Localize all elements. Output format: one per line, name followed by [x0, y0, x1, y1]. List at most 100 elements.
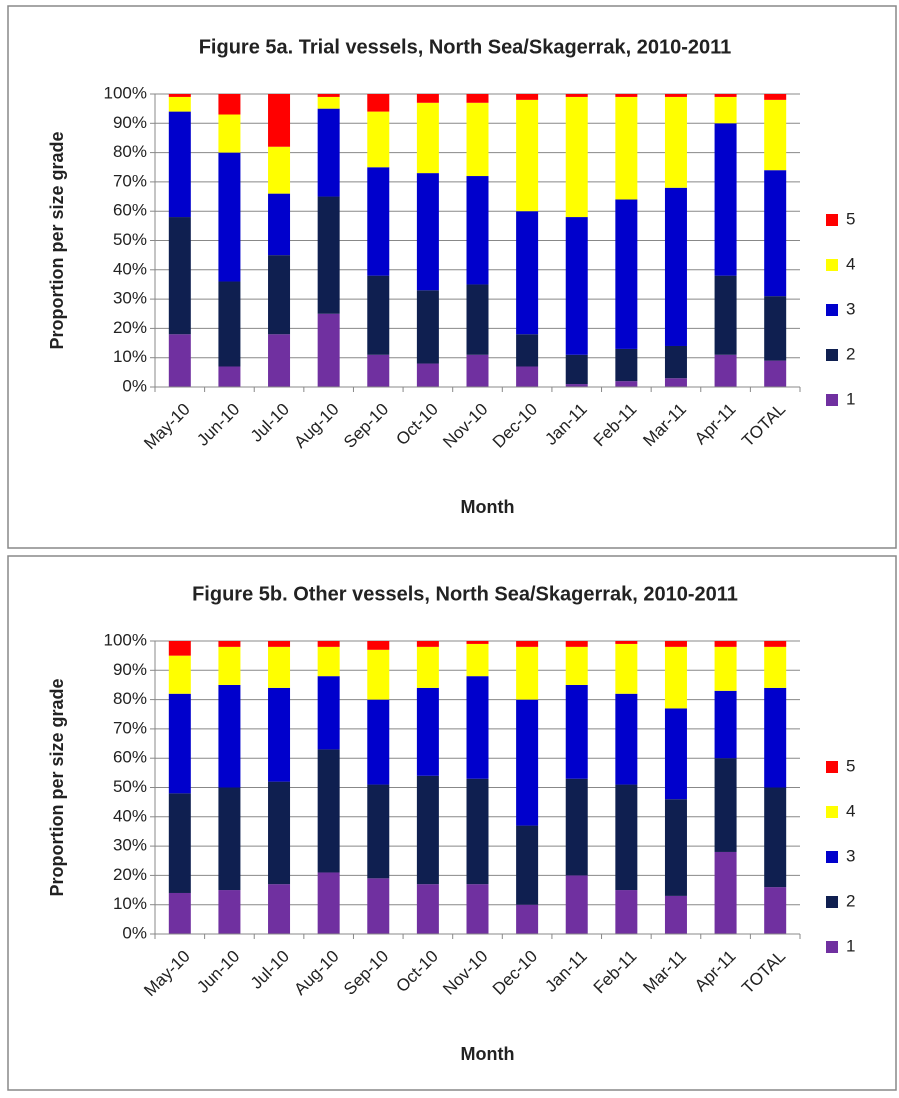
bar-segment [367, 167, 390, 276]
bar-segment [168, 793, 191, 893]
y-tick-label: 60% [113, 748, 147, 767]
bar-segment [168, 334, 191, 387]
legend-label: 3 [846, 846, 855, 865]
chart-title: Figure 5a. Trial vessels, North Sea/Skag… [199, 36, 732, 58]
bar-segment [764, 360, 787, 387]
bar-segment [714, 758, 737, 852]
bar-segment [168, 217, 191, 335]
bar-segment [615, 381, 638, 387]
bar-segment [268, 193, 291, 256]
y-tick-label: 30% [113, 836, 147, 855]
bar-segment [416, 641, 439, 647]
y-tick-label: 100% [104, 83, 147, 102]
bar-segment [367, 878, 390, 934]
legend-swatch [826, 304, 838, 316]
legend-swatch [826, 851, 838, 863]
bar-segment [714, 646, 737, 691]
bar-segment [416, 363, 439, 387]
bar-segment [565, 875, 588, 934]
bar-segment [764, 94, 787, 100]
bar-segment [268, 94, 291, 147]
bar-segment [516, 825, 539, 905]
bar-segment [416, 290, 439, 364]
legend-label: 3 [846, 299, 855, 318]
bar-segment [516, 94, 539, 100]
bar-segment [714, 275, 737, 355]
bar-segment [565, 217, 588, 355]
bar-segment [466, 643, 489, 677]
y-tick-label: 90% [113, 660, 147, 679]
bar-segment [664, 345, 687, 379]
legend-swatch [826, 941, 838, 953]
bar-segment [416, 775, 439, 885]
y-tick-label: 40% [113, 259, 147, 278]
bar-segment [416, 94, 439, 103]
y-tick-label: 20% [113, 318, 147, 337]
bar-segment [565, 684, 588, 779]
bar-segment [367, 354, 390, 387]
x-axis-label: Month [461, 1044, 515, 1064]
legend-swatch [826, 349, 838, 361]
bar-segment [516, 904, 539, 934]
legend-label: 1 [846, 389, 855, 408]
bar-segment [168, 96, 191, 112]
bar-segment [367, 699, 390, 785]
bar-segment [565, 94, 588, 97]
bar-segment [516, 99, 539, 212]
bar-segment [218, 646, 241, 685]
bar-segment [218, 890, 241, 934]
bar-segment [764, 646, 787, 688]
bar-segment [615, 643, 638, 694]
bar-segment [317, 676, 340, 750]
bar-segment [317, 313, 340, 387]
bar-segment [615, 94, 638, 97]
y-tick-label: 20% [113, 865, 147, 884]
bar-segment [764, 99, 787, 171]
y-tick-label: 50% [113, 777, 147, 796]
legend-swatch [826, 896, 838, 908]
y-tick-label: 0% [122, 923, 147, 942]
bar-segment [664, 96, 687, 188]
bar-segment [664, 187, 687, 346]
bar-segment [268, 884, 291, 934]
y-tick-label: 60% [113, 201, 147, 220]
bar-segment [764, 296, 787, 361]
bar-segment [764, 687, 787, 788]
x-axis-label: Month [461, 497, 515, 517]
y-tick-label: 80% [113, 142, 147, 161]
bar-segment [218, 94, 241, 115]
bar-segment [565, 778, 588, 876]
bar-segment [516, 334, 539, 367]
bar-segment [218, 641, 241, 647]
bar-segment [416, 173, 439, 291]
bar-segment [416, 102, 439, 174]
bar-segment [516, 366, 539, 387]
y-tick-label: 10% [113, 347, 147, 366]
bar-segment [714, 96, 737, 124]
bar-segment [615, 693, 638, 785]
bar-segment [466, 354, 489, 387]
bar-segment [516, 646, 539, 700]
legend-label: 2 [846, 891, 855, 910]
bar-segment [367, 641, 390, 650]
legend-label: 2 [846, 344, 855, 363]
legend-swatch [826, 394, 838, 406]
bar-segment [565, 384, 588, 387]
bar-segment [317, 96, 340, 109]
legend-swatch [826, 761, 838, 773]
bar-segment [317, 94, 340, 97]
legend-label: 1 [846, 936, 855, 955]
bar-segment [317, 646, 340, 677]
bar-segment [466, 641, 489, 644]
legend-label: 4 [846, 254, 855, 273]
bar-segment [664, 378, 687, 387]
bar-segment [516, 699, 539, 826]
y-tick-label: 70% [113, 718, 147, 737]
y-tick-label: 90% [113, 113, 147, 132]
bar-segment [466, 94, 489, 103]
bar-segment [466, 102, 489, 177]
bar-segment [268, 334, 291, 387]
bar-segment [714, 690, 737, 759]
legend-label: 5 [846, 209, 855, 228]
chart-title: Figure 5b. Other vessels, North Sea/Skag… [192, 583, 738, 605]
